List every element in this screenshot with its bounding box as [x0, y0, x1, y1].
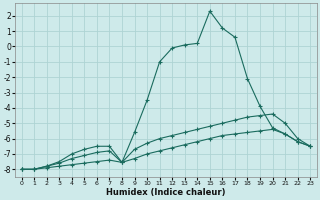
X-axis label: Humidex (Indice chaleur): Humidex (Indice chaleur)	[106, 188, 226, 197]
